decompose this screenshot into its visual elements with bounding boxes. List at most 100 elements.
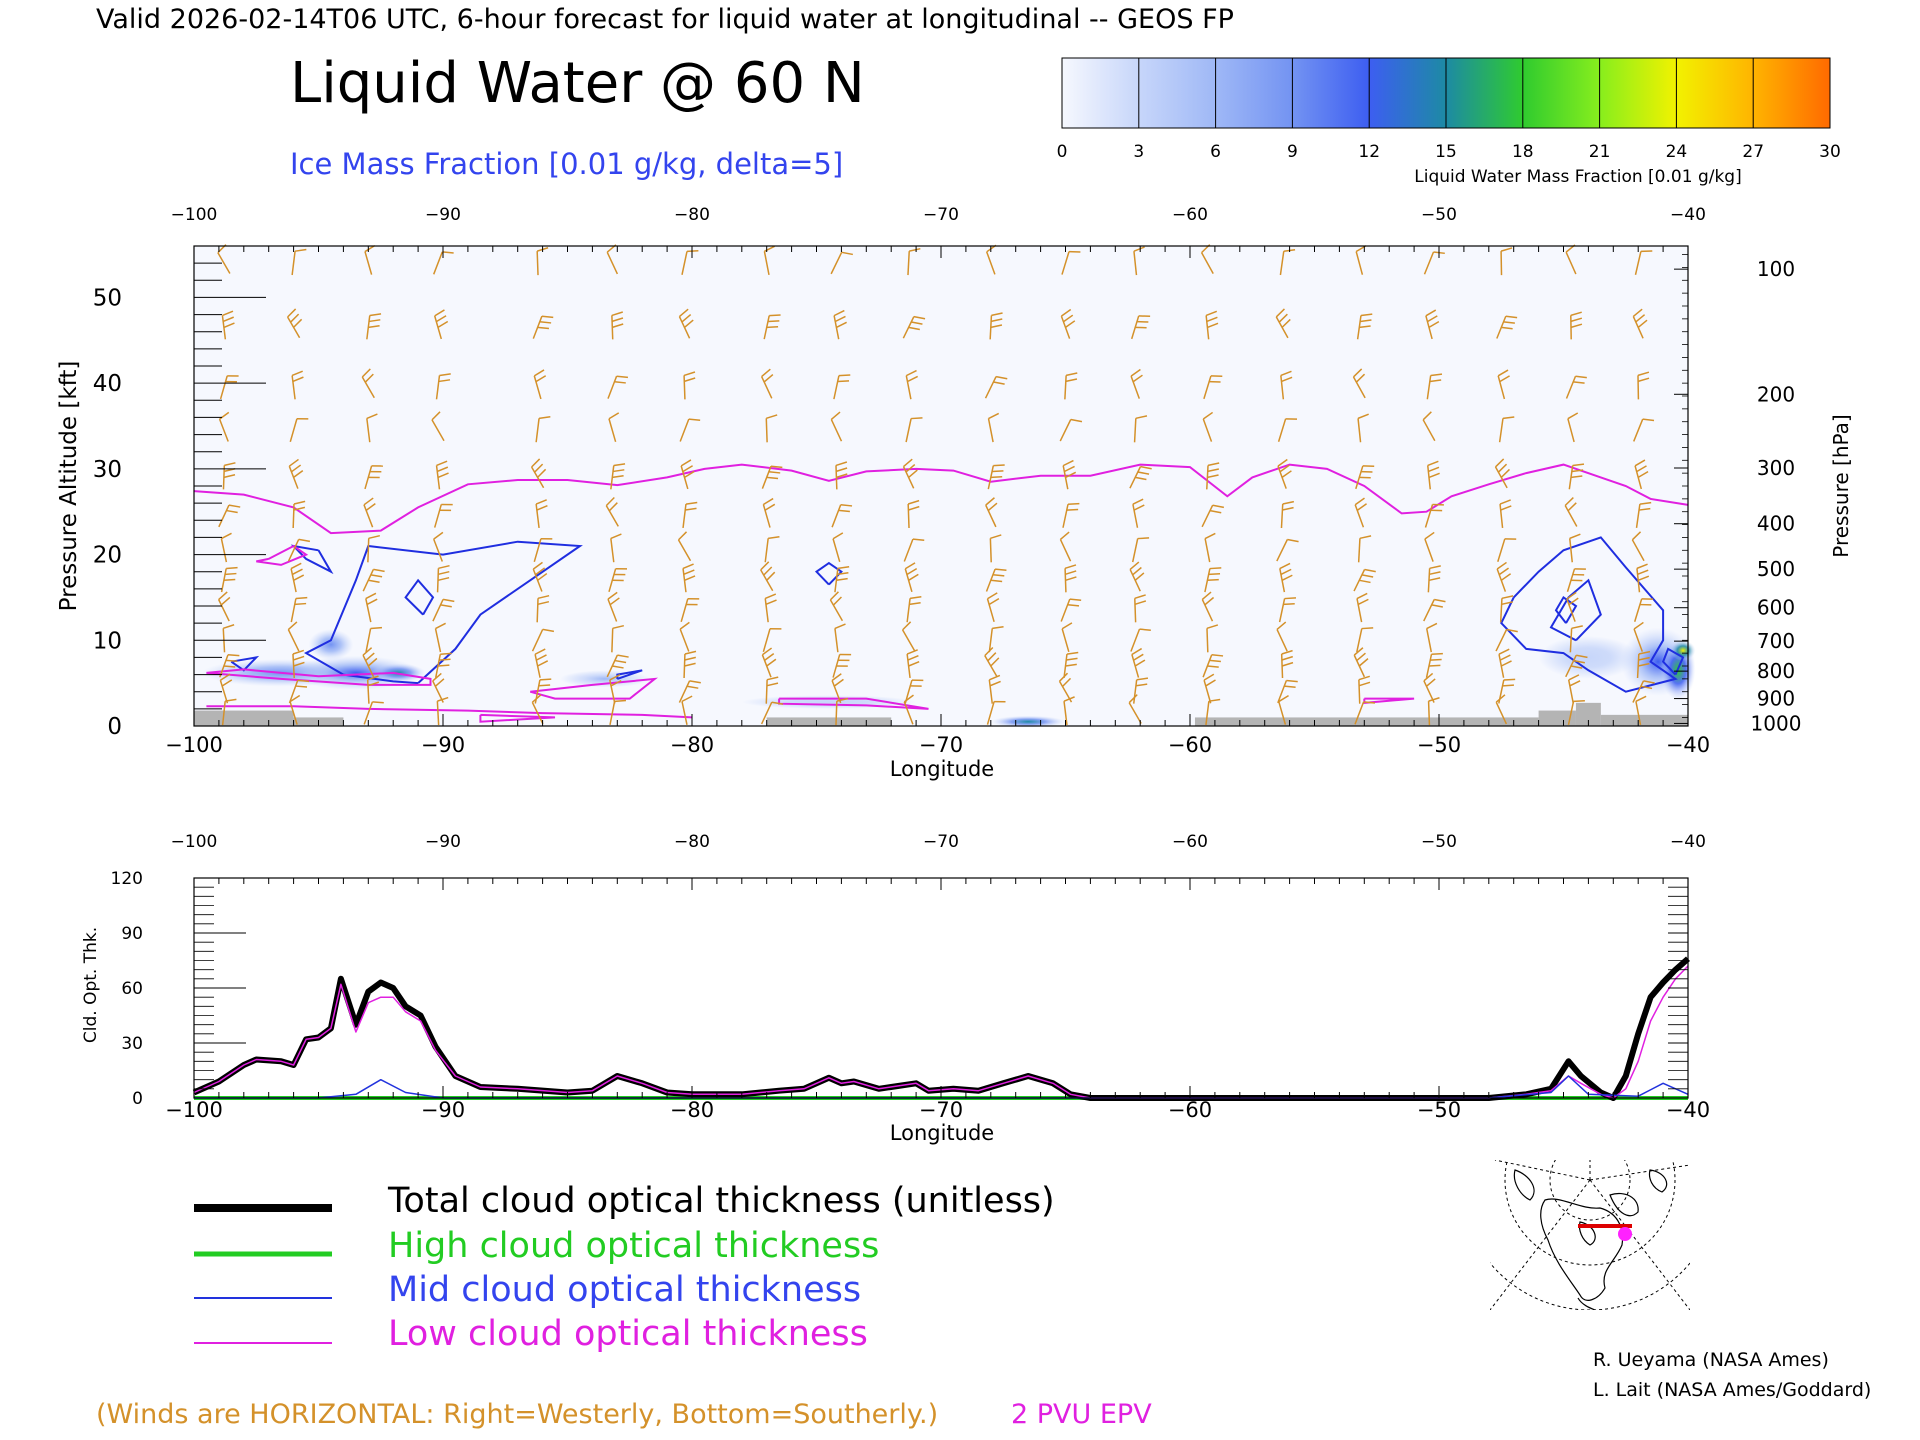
wind-barb-flag xyxy=(1429,379,1442,383)
wind-barb xyxy=(1568,533,1581,563)
colorbar-tick-label: 27 xyxy=(1742,142,1764,162)
wind-barb-shaft xyxy=(683,375,686,400)
wind-barb xyxy=(835,697,849,726)
wind-barb-flag xyxy=(1364,568,1376,573)
wind-barb-flag xyxy=(1637,377,1650,383)
wind-barb-flag xyxy=(1503,678,1516,681)
wind-barb xyxy=(907,247,921,276)
wind-barb-flag xyxy=(1638,662,1650,667)
wind-barb xyxy=(1062,502,1080,528)
wind-barb-flag xyxy=(1430,658,1442,661)
wind-barb xyxy=(1499,595,1514,623)
wind-barb-flag xyxy=(903,694,914,703)
wind-barb xyxy=(432,672,445,703)
wind-barb-flag xyxy=(1428,472,1440,479)
wind-barb-flag xyxy=(369,470,382,473)
wind-barb-flag xyxy=(1637,575,1650,581)
wind-barb-flag xyxy=(1430,373,1443,377)
wind-barb xyxy=(1425,309,1440,340)
wind-barb xyxy=(435,460,449,490)
wind-barb-flag xyxy=(1207,578,1219,582)
wind-barb-flag xyxy=(1212,504,1225,509)
wind-barb-flag xyxy=(293,506,306,511)
wind-barb xyxy=(1063,696,1075,726)
wind-barb xyxy=(364,245,376,275)
wind-barb-flag xyxy=(1278,313,1288,323)
wind-barb xyxy=(987,464,1005,490)
pressure-tick-label: 200 xyxy=(1757,382,1795,406)
wind-barb-flag xyxy=(438,570,450,576)
wind-barb-flag xyxy=(1502,684,1514,687)
wind-barb xyxy=(832,532,844,563)
wind-barb-flag xyxy=(766,658,777,667)
wind-barb-shaft xyxy=(220,538,228,563)
wind-barb-flag xyxy=(1131,647,1143,656)
wind-barb-flag xyxy=(684,470,695,479)
wind-barb-flag xyxy=(987,652,997,662)
wind-barb-flag xyxy=(1061,677,1072,688)
wind-barb-shaft xyxy=(1566,598,1576,622)
wind-barb xyxy=(366,413,378,443)
wind-barb-flag xyxy=(293,661,305,667)
wind-barb-shaft xyxy=(1278,701,1287,725)
wind-barb-flag xyxy=(220,596,231,606)
wind-barb-flag xyxy=(837,380,850,383)
wind-barb xyxy=(289,694,301,725)
wind-barb-flag xyxy=(227,653,240,657)
wind-barb-flag xyxy=(613,463,626,467)
winds-note: (Winds are HORIZONTAL: Right=Westerly, B… xyxy=(96,1399,938,1430)
wind-barb-flag xyxy=(295,596,308,600)
wind-barb-shaft xyxy=(432,680,444,703)
wind-barb-flag xyxy=(909,247,921,252)
wind-barb-flag xyxy=(1281,661,1294,667)
wind-barb-flag xyxy=(838,509,850,513)
wind-barb-shaft xyxy=(988,628,994,653)
wind-barb-flag xyxy=(760,561,770,571)
wind-barb-shaft xyxy=(1564,505,1578,527)
wind-barb-shaft xyxy=(1495,701,1508,725)
wind-barb xyxy=(1064,372,1078,400)
wind-barb-shaft xyxy=(287,539,300,562)
bottom-x-tick-label: −100 xyxy=(165,1098,223,1122)
wind-barb-flag xyxy=(990,476,1003,479)
wind-barb-flag xyxy=(221,679,233,687)
pressure-tick-label: 700 xyxy=(1757,629,1795,653)
wind-barb-flag xyxy=(1638,650,1651,655)
wind-barb-flag xyxy=(1284,685,1296,688)
ice-contour xyxy=(1549,578,1602,642)
wind-barb xyxy=(1059,418,1083,442)
wind-barb xyxy=(1133,246,1145,276)
top-y-tick-label: 10 xyxy=(93,628,122,654)
wind-barb-flag xyxy=(1282,506,1294,511)
wind-barb xyxy=(1129,561,1145,592)
wind-barb xyxy=(762,628,782,653)
wind-barb-flag xyxy=(294,602,307,606)
terrain-segment xyxy=(1600,714,1688,726)
wind-barb-shaft xyxy=(363,504,374,528)
wind-barb-flag xyxy=(364,245,376,253)
wind-barb-flag xyxy=(1426,622,1438,630)
wind-barb xyxy=(432,251,454,275)
wind-barb xyxy=(901,621,916,652)
wind-barb-flag xyxy=(1205,310,1218,317)
wind-barb-flag xyxy=(614,659,627,664)
wind-barb-flag xyxy=(829,591,839,601)
wind-barb-flag xyxy=(1639,501,1652,505)
wind-barb xyxy=(366,675,380,704)
wind-barb xyxy=(1059,531,1072,562)
wind-barb-flag xyxy=(365,652,375,662)
wind-barb-shaft xyxy=(363,701,374,725)
wind-barb-flag xyxy=(368,325,380,329)
wind-barb-flag xyxy=(908,573,919,581)
wind-barb xyxy=(989,312,1003,340)
wind-barb xyxy=(764,536,780,563)
wind-barb-flag xyxy=(1632,308,1643,318)
wind-barb-flag xyxy=(992,470,1004,473)
wind-barb-shaft xyxy=(219,680,229,704)
wind-barb-shaft xyxy=(533,538,542,563)
wind-barb-shaft xyxy=(1062,504,1069,528)
wind-barb xyxy=(287,621,300,652)
bottom-x-tick-label: −90 xyxy=(421,1098,465,1122)
wind-barb-flag xyxy=(1429,571,1441,576)
wind-barb-shaft xyxy=(365,598,372,623)
